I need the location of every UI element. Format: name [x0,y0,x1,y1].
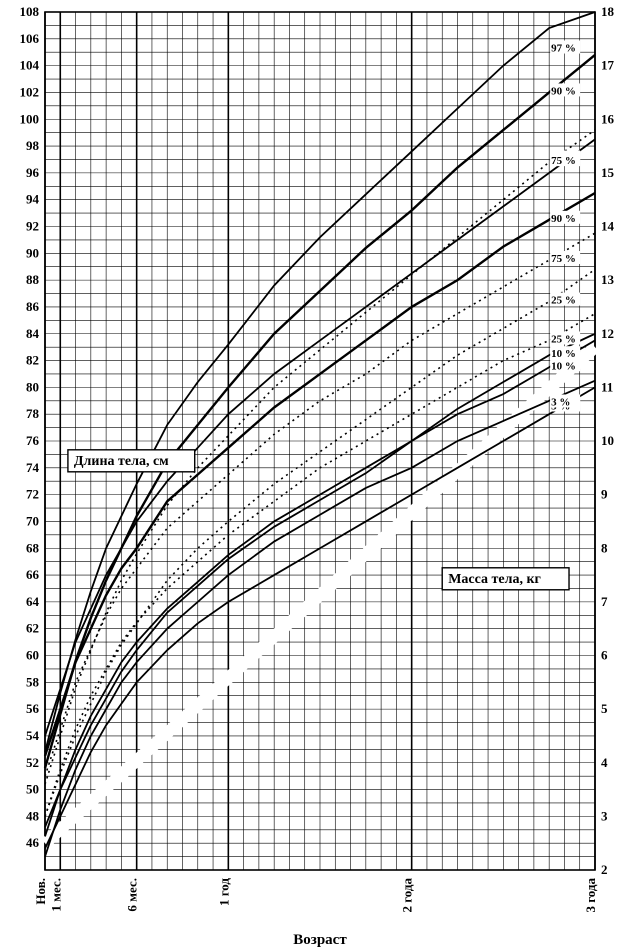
percentile-label: 25 % [551,295,576,307]
percentile-label: 10 % [551,360,576,372]
y-left-tick: 68 [26,540,40,555]
y-right-tick: 13 [601,272,615,287]
x-tick: 6 мес. [125,878,140,912]
percentile-label: 3 % [551,396,570,408]
x-tick: 1 мес. [48,878,63,912]
percentile-label: 25 % [551,333,576,345]
y-right-tick: 12 [601,326,614,341]
y-left-tick: 58 [26,674,40,689]
chart-svg: 97 %90 %75 %25 %10 %3 %97 %90 %75 %25 %1… [0,0,638,952]
y-left-tick: 104 [20,58,40,73]
y-left-tick: 100 [20,111,40,126]
y-left-tick: 90 [26,245,39,260]
y-left-tick: 82 [26,353,39,368]
percentile-label: 90 % [551,213,576,225]
y-right-tick: 18 [601,4,615,19]
percentile-label: 75 % [551,253,576,265]
x-tick: 1 год [216,878,231,906]
percentile-label: 10 % [551,348,576,360]
y-left-tick: 48 [26,808,40,823]
percentile-label: 75 % [551,155,576,167]
x-tick: 2 года [400,878,415,913]
x-tick: Нов. [33,878,48,905]
y-left-tick: 50 [26,782,39,797]
y-left-tick: 86 [26,299,40,314]
y-left-tick: 60 [26,648,39,663]
y-left-tick: 64 [26,594,40,609]
y-right-tick: 14 [601,219,615,234]
percentile-label: 90 % [551,85,576,97]
y-right-tick: 6 [601,648,608,663]
growth-chart: 97 %90 %75 %25 %10 %3 %97 %90 %75 %25 %1… [0,0,638,952]
y-left-tick: 98 [26,138,40,153]
y-right-tick: 15 [601,165,615,180]
y-left-tick: 78 [26,406,40,421]
y-right-tick: 2 [601,862,608,877]
y-left-tick: 70 [26,513,39,528]
y-left-tick: 76 [26,433,40,448]
region-label: Масса тела, кг [448,572,541,587]
y-left-tick: 72 [26,487,39,502]
y-left-tick: 84 [26,326,40,341]
y-left-tick: 106 [20,31,40,46]
y-left-tick: 80 [26,379,39,394]
y-left-tick: 108 [20,4,40,19]
y-right-tick: 11 [601,379,613,394]
percentile-label: 97 % [551,43,576,55]
y-right-tick: 4 [601,755,608,770]
y-left-tick: 54 [26,728,40,743]
y-right-tick: 8 [601,540,608,555]
y-right-tick: 9 [601,487,608,502]
y-left-tick: 46 [26,835,40,850]
y-right-tick: 16 [601,111,615,126]
y-left-tick: 66 [26,567,40,582]
y-left-tick: 56 [26,701,40,716]
y-left-tick: 52 [26,755,39,770]
x-tick: 3 года [583,878,598,913]
y-left-tick: 62 [26,621,39,636]
y-left-tick: 88 [26,272,40,287]
y-left-tick: 102 [20,84,40,99]
y-left-tick: 96 [26,165,40,180]
y-right-tick: 7 [601,594,608,609]
region-label: Длина тела, см [74,454,169,469]
y-right-tick: 5 [601,701,608,716]
x-axis-title: Возраст [293,932,347,948]
y-right-tick: 10 [601,433,614,448]
y-right-tick: 17 [601,58,615,73]
y-left-tick: 74 [26,460,40,475]
y-left-tick: 94 [26,192,40,207]
y-left-tick: 92 [26,219,39,234]
y-right-tick: 3 [601,808,608,823]
